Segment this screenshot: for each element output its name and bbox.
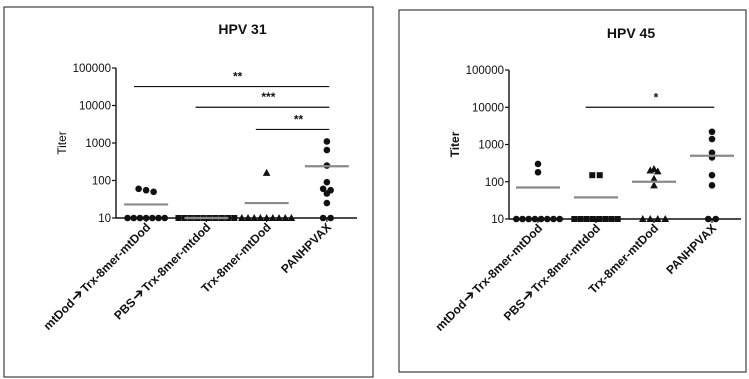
panel-frame bbox=[3, 6, 374, 378]
data-point bbox=[608, 216, 615, 222]
data-point bbox=[124, 214, 131, 222]
chart-panel-1: HPV 31Titer10100100010000100000mtDod➔Trx… bbox=[3, 6, 374, 378]
data-point bbox=[142, 186, 150, 194]
data-point bbox=[244, 214, 252, 221]
data-point bbox=[571, 216, 578, 222]
data-point bbox=[653, 215, 662, 222]
data-point bbox=[323, 138, 331, 145]
data-point bbox=[319, 214, 327, 222]
data-point bbox=[638, 215, 647, 222]
data-point bbox=[550, 215, 557, 223]
data-point bbox=[323, 199, 331, 207]
data-point bbox=[238, 214, 246, 221]
data-point bbox=[708, 171, 716, 179]
data-point bbox=[708, 149, 716, 157]
y-axis-label: Titer bbox=[55, 131, 69, 155]
significance-label: * bbox=[654, 90, 659, 104]
data-point bbox=[287, 214, 296, 221]
data-point bbox=[708, 135, 716, 143]
data-point bbox=[149, 214, 156, 222]
data-point bbox=[589, 172, 596, 179]
data-point bbox=[556, 215, 563, 223]
y-tick-label: 100000 bbox=[466, 65, 504, 77]
data-point bbox=[525, 215, 532, 223]
data-point bbox=[596, 216, 603, 222]
y-tick-label: 10000 bbox=[79, 101, 111, 113]
data-point bbox=[661, 215, 670, 222]
data-point bbox=[614, 216, 621, 222]
y-tick-label: 10000 bbox=[472, 102, 504, 114]
data-point bbox=[323, 178, 331, 186]
y-tick-label: 100000 bbox=[73, 63, 111, 75]
data-point bbox=[708, 182, 716, 189]
data-point bbox=[596, 172, 603, 179]
data-point bbox=[544, 215, 551, 223]
data-point bbox=[269, 214, 277, 221]
data-point bbox=[327, 214, 334, 222]
significance-label: ** bbox=[233, 70, 243, 84]
data-point bbox=[275, 214, 283, 221]
data-point bbox=[712, 215, 720, 223]
data-point bbox=[583, 216, 590, 222]
data-point bbox=[646, 215, 655, 222]
data-point bbox=[534, 168, 542, 176]
data-point bbox=[281, 214, 290, 221]
significance-label: ** bbox=[294, 112, 304, 126]
data-point bbox=[589, 216, 596, 222]
y-tick-label: 10 bbox=[98, 213, 111, 225]
panel-frame bbox=[398, 9, 747, 373]
y-tick-label: 1000 bbox=[478, 140, 504, 152]
data-point bbox=[653, 167, 662, 175]
data-point bbox=[250, 214, 259, 221]
y-tick-label: 100 bbox=[92, 176, 111, 188]
data-point bbox=[519, 215, 526, 223]
y-tick-label: 10 bbox=[491, 214, 504, 226]
data-point bbox=[319, 185, 327, 193]
data-point bbox=[130, 214, 138, 222]
data-point bbox=[650, 181, 658, 189]
data-point bbox=[531, 215, 539, 223]
data-point bbox=[175, 215, 182, 221]
y-tick-label: 100 bbox=[485, 177, 504, 189]
data-point bbox=[602, 216, 609, 222]
data-point bbox=[327, 186, 334, 194]
significance-label: *** bbox=[261, 90, 275, 104]
data-point bbox=[650, 164, 658, 172]
data-point bbox=[161, 214, 169, 222]
y-axis-label: Titer bbox=[448, 131, 462, 157]
data-point bbox=[135, 185, 142, 193]
data-point bbox=[256, 214, 265, 221]
chart-title: HPV 45 bbox=[607, 25, 655, 41]
data-point bbox=[537, 215, 545, 223]
data-point bbox=[150, 188, 157, 196]
data-point bbox=[323, 146, 331, 154]
data-point bbox=[650, 174, 658, 182]
data-point bbox=[136, 214, 144, 222]
data-point bbox=[231, 215, 238, 221]
data-point bbox=[534, 160, 542, 168]
chart-title: HPV 31 bbox=[218, 21, 266, 37]
data-point bbox=[704, 215, 712, 223]
data-point bbox=[262, 168, 271, 176]
data-point bbox=[513, 215, 520, 223]
chart-panel-2: HPV 45Titer10100100010000100000mtDod➔Trx… bbox=[398, 9, 747, 373]
data-point bbox=[142, 214, 150, 222]
data-point bbox=[708, 128, 716, 136]
data-point bbox=[577, 216, 584, 222]
data-point bbox=[262, 214, 271, 221]
y-tick-label: 1000 bbox=[85, 138, 111, 150]
data-point bbox=[155, 214, 162, 222]
